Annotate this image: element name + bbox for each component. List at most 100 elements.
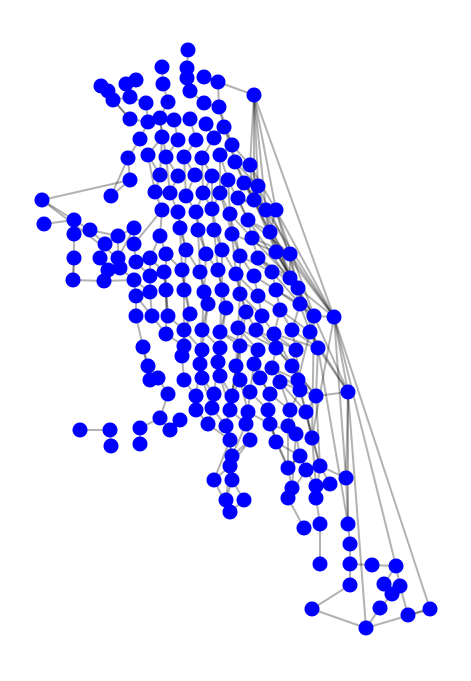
graph-node	[267, 327, 282, 342]
graph-node	[161, 95, 176, 110]
graph-node	[228, 155, 243, 170]
graph-node	[309, 491, 324, 506]
graph-node	[289, 343, 304, 358]
graph-node	[159, 327, 174, 342]
graph-node	[127, 237, 142, 252]
graph-node	[153, 168, 168, 183]
graph-node	[211, 75, 226, 90]
graph-node	[156, 77, 171, 92]
graph-node	[127, 221, 142, 236]
graph-node	[389, 559, 404, 574]
graph-node	[293, 449, 308, 464]
graph-node	[67, 227, 82, 242]
graph-node	[180, 71, 195, 86]
graph-node	[133, 437, 148, 452]
graph-node	[261, 403, 276, 418]
graph-node	[229, 359, 244, 374]
graph-node	[159, 247, 174, 262]
graph-node	[133, 132, 148, 147]
graph-node	[285, 359, 300, 374]
graph-node	[213, 341, 228, 356]
graph-node	[221, 173, 236, 188]
graph-node	[207, 223, 222, 238]
graph-node	[251, 289, 266, 304]
graph-node	[195, 371, 210, 386]
graph-node	[343, 537, 358, 552]
graph-node	[215, 283, 230, 298]
graph-node	[269, 283, 284, 298]
graph-node	[205, 169, 220, 184]
graph-node	[167, 113, 182, 128]
graph-node	[153, 411, 168, 426]
graph-node	[299, 463, 314, 478]
graph-node	[281, 461, 296, 476]
graph-node	[177, 283, 192, 298]
graph-node	[283, 403, 298, 418]
graph-node	[143, 285, 158, 300]
graph-node	[66, 273, 81, 288]
graph-node	[171, 133, 186, 148]
graph-node	[127, 273, 142, 288]
graph-node	[188, 168, 203, 183]
graph-node	[211, 263, 226, 278]
graph-node	[225, 389, 240, 404]
graph-node	[223, 505, 238, 520]
graph-node	[129, 255, 144, 270]
graph-node	[104, 439, 119, 454]
graph-node	[239, 305, 254, 320]
graph-node	[196, 186, 211, 201]
graph-node	[423, 602, 438, 617]
graph-node	[223, 207, 238, 222]
graph-node	[283, 247, 298, 262]
graph-node	[265, 265, 280, 280]
graph-node	[67, 251, 82, 266]
edge-layer	[42, 50, 430, 628]
graph-node	[233, 339, 248, 354]
graph-node	[219, 301, 234, 316]
graph-node	[365, 558, 380, 573]
graph-node	[163, 186, 178, 201]
graph-node	[106, 93, 121, 108]
graph-node	[233, 287, 248, 302]
graph-node	[243, 433, 258, 448]
graph-node	[251, 343, 266, 358]
graph-node	[155, 60, 170, 75]
graph-node	[263, 225, 278, 240]
graph-node	[311, 341, 326, 356]
graph-node	[207, 473, 222, 488]
graph-node	[195, 343, 210, 358]
graph-node	[193, 357, 208, 372]
graph-node	[213, 325, 228, 340]
graph-node	[251, 179, 266, 194]
graph-node	[207, 387, 222, 402]
graph-node	[213, 186, 228, 201]
graph-node	[195, 151, 210, 166]
graph-node	[205, 401, 220, 416]
graph-node	[121, 151, 136, 166]
graph-node	[197, 70, 212, 85]
graph-node	[179, 243, 194, 258]
graph-node	[313, 517, 328, 532]
graph-node	[265, 361, 280, 376]
graph-node	[273, 303, 288, 318]
graph-node	[179, 189, 194, 204]
graph-node	[199, 117, 214, 132]
graph-node	[163, 423, 178, 438]
graph-node	[159, 150, 174, 165]
graph-node	[289, 427, 304, 442]
graph-node	[215, 243, 230, 258]
graph-node	[123, 90, 138, 105]
graph-node	[103, 423, 118, 438]
graph-node	[201, 297, 216, 312]
graph-node	[83, 223, 98, 238]
graph-node	[37, 217, 52, 232]
graph-node	[171, 205, 186, 220]
graph-node	[207, 131, 222, 146]
graph-node	[195, 323, 210, 338]
graph-edge	[312, 609, 366, 628]
graph-node	[247, 269, 262, 284]
graph-node	[237, 493, 252, 508]
graph-node	[153, 229, 168, 244]
graph-node	[341, 385, 356, 400]
